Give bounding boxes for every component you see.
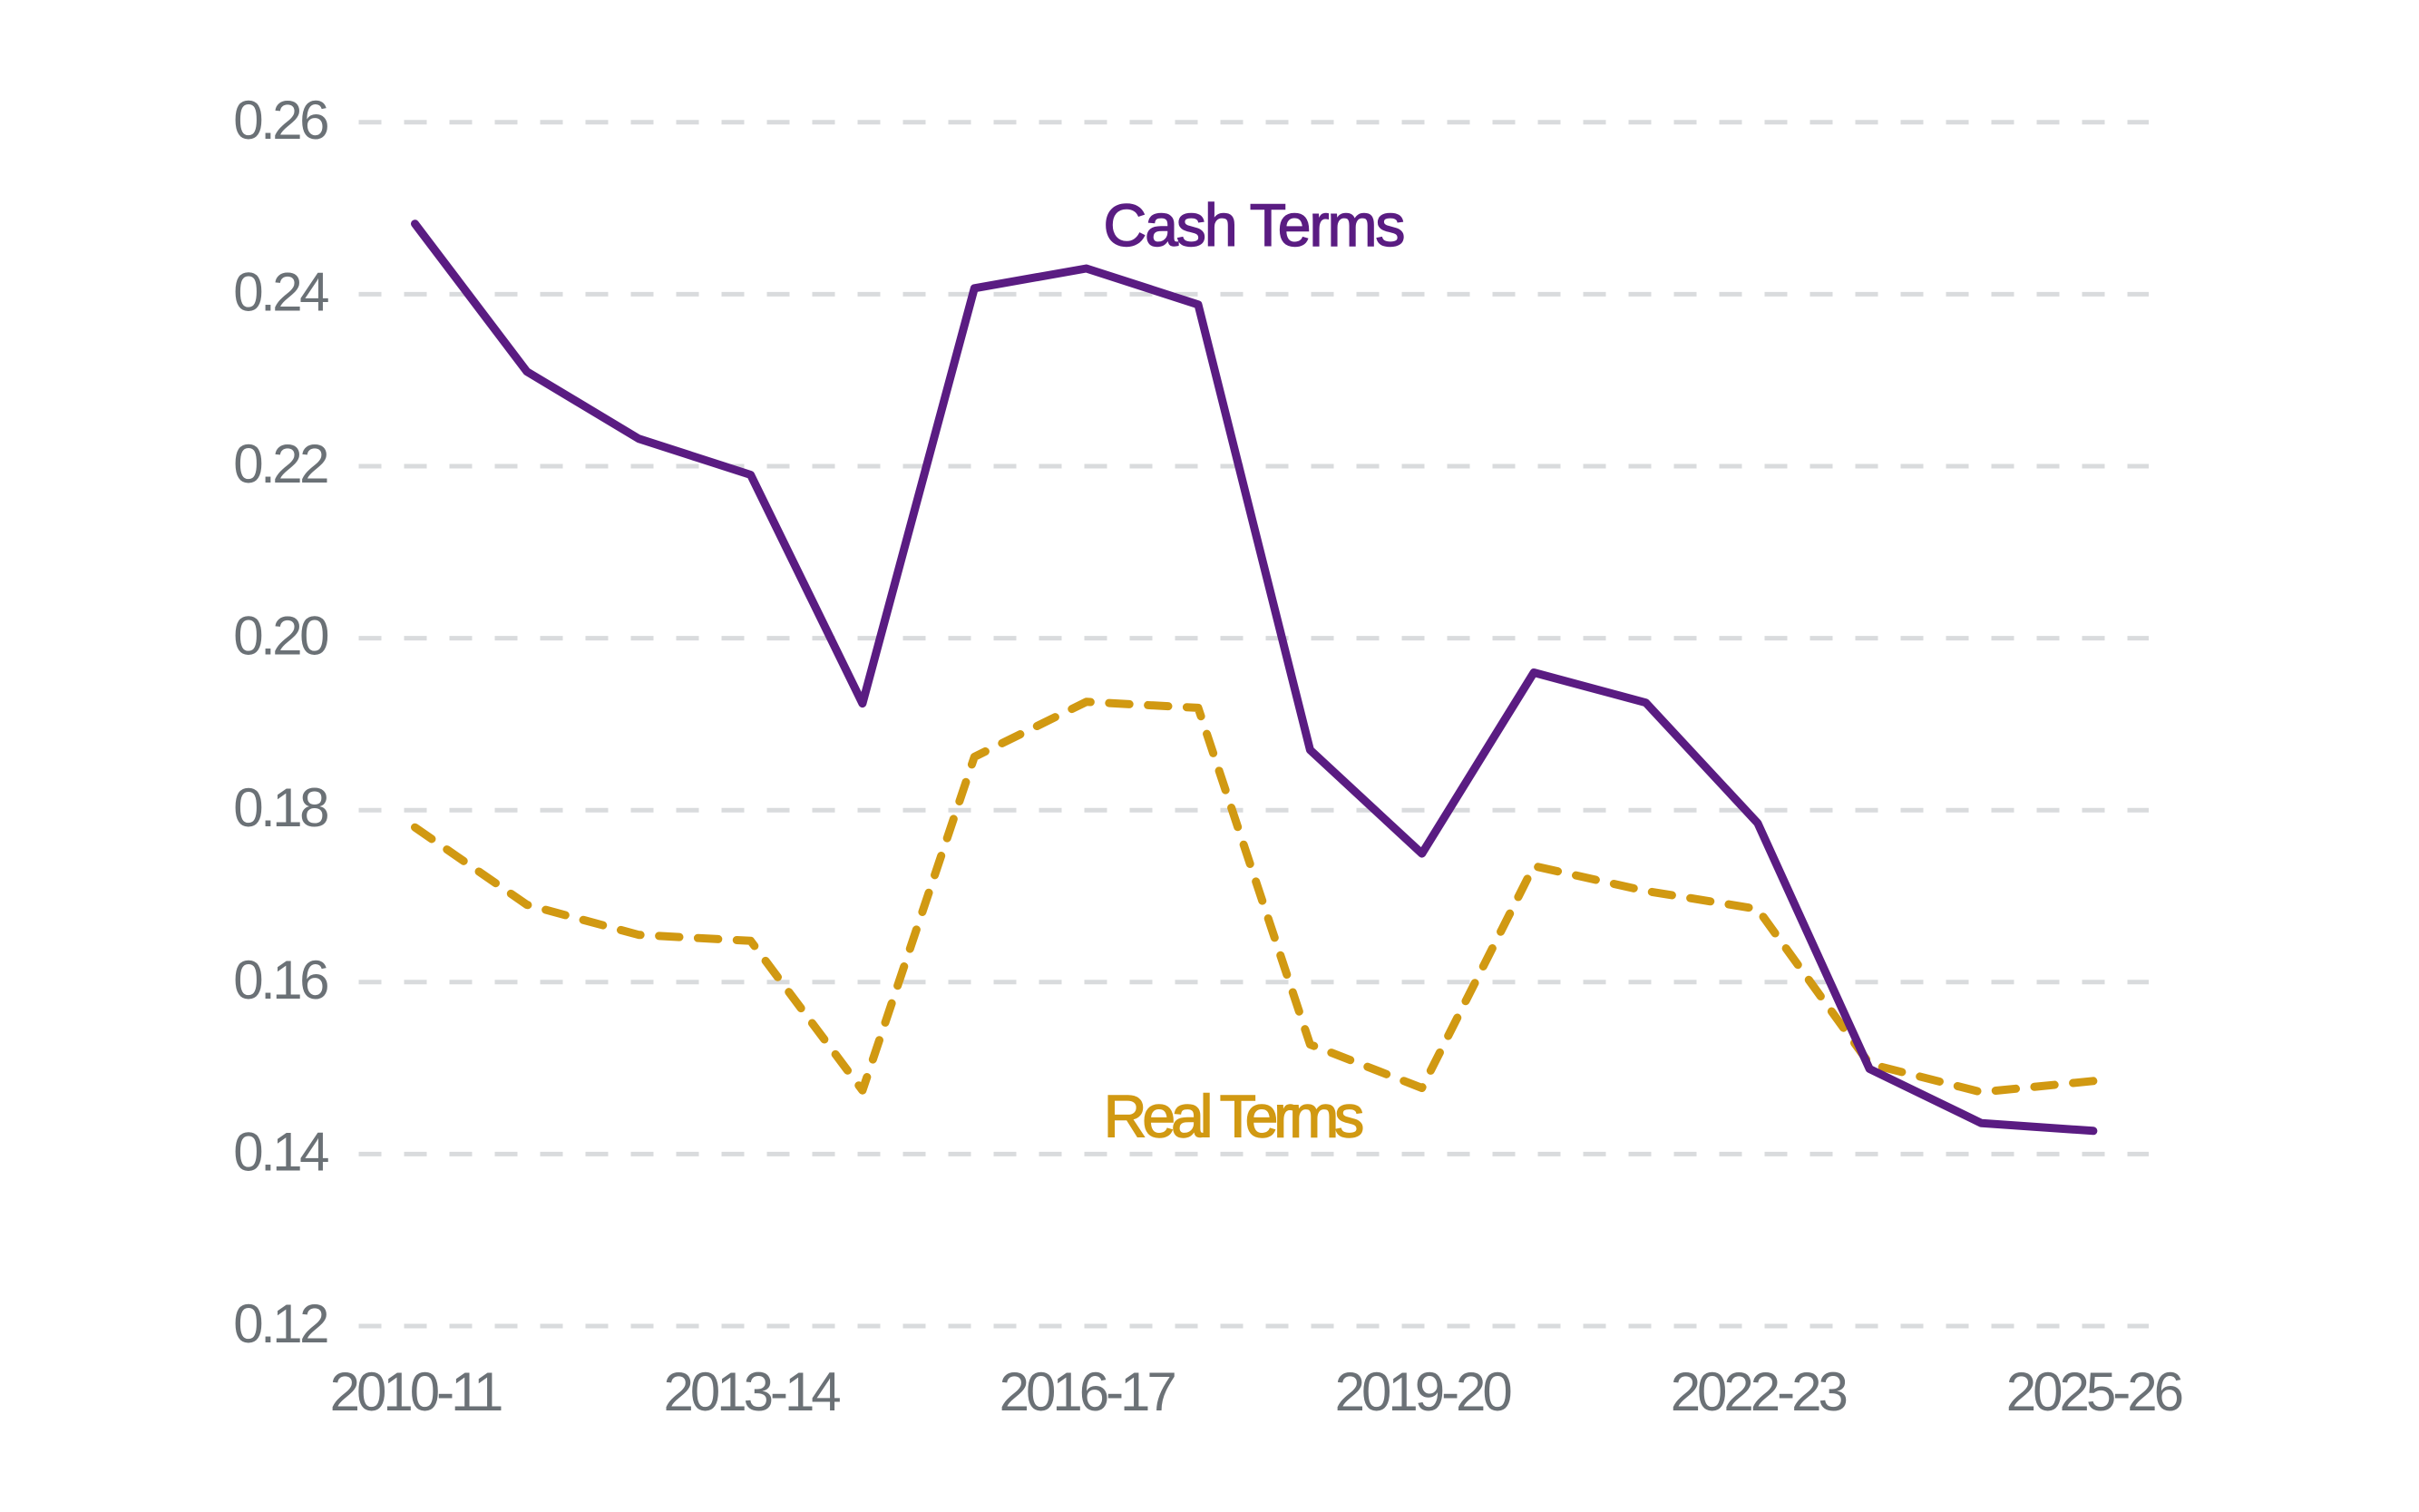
svg-text:0.18: 0.18: [233, 777, 327, 838]
svg-text:0.26: 0.26: [233, 90, 327, 151]
svg-text:2022-23: 2022-23: [1671, 1361, 1847, 1422]
svg-text:0.14: 0.14: [233, 1121, 328, 1182]
svg-text:Cash Terms: Cash Terms: [1104, 191, 1404, 259]
svg-text:Real Terms: Real Terms: [1104, 1083, 1363, 1150]
svg-text:0.24: 0.24: [233, 261, 328, 322]
svg-text:0.16: 0.16: [233, 950, 327, 1010]
svg-text:0.12: 0.12: [233, 1293, 327, 1354]
svg-text:2016-17: 2016-17: [1000, 1361, 1175, 1422]
svg-text:2013-14: 2013-14: [663, 1361, 840, 1422]
svg-text:0.22: 0.22: [233, 434, 327, 494]
svg-text:2019-20: 2019-20: [1335, 1361, 1512, 1422]
svg-text:0.20: 0.20: [233, 606, 328, 667]
svg-text:2025-26: 2025-26: [2006, 1361, 2182, 1422]
svg-text:2010-11: 2010-11: [330, 1361, 502, 1422]
